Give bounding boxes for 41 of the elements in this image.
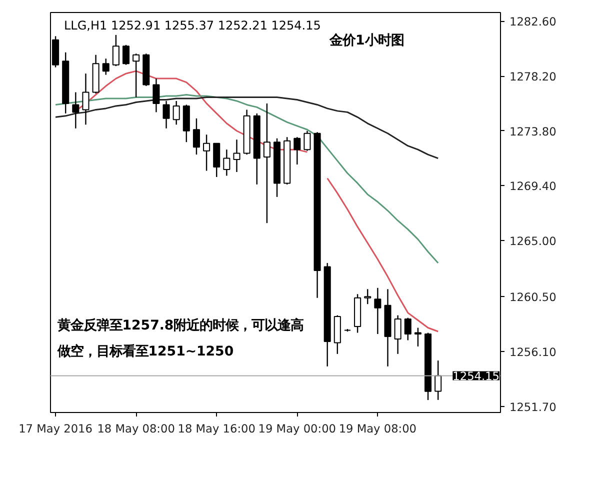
annotation: LLG,H1 1252.91 1255.37 1252.21 1254.15 <box>64 18 321 32</box>
candlestick <box>203 134 210 172</box>
ref-line-label: 1254.15 <box>452 369 500 384</box>
y-tick-label: 1260.50 <box>510 290 556 304</box>
y-tick-label: 1256.10 <box>510 344 556 359</box>
candlestick <box>364 288 372 305</box>
candlestick <box>394 314 402 355</box>
candlestick <box>172 100 180 126</box>
y-tick-label: 1265.00 <box>510 234 556 248</box>
x-tick-label: 18 May 08:00 <box>97 422 175 436</box>
candlestick <box>122 44 130 66</box>
x-tick-label: 19 May 00:00 <box>258 422 336 436</box>
y-tick-label: 1269.40 <box>510 179 556 194</box>
candlestick <box>223 148 230 176</box>
candlestick <box>294 136 301 166</box>
candlestick <box>192 118 200 156</box>
candlestick <box>414 327 422 348</box>
candlestick <box>374 287 382 335</box>
candlestick <box>72 92 80 129</box>
candlestick <box>404 317 412 341</box>
y-tick-label: 1278.20 <box>510 70 556 84</box>
annotation: 做空，目标看至1251~1250 <box>56 344 234 360</box>
candlestick <box>112 34 120 67</box>
annotation: 黄金反弹至1257.8附近的时候，可以逢高 <box>56 318 304 334</box>
candlestick <box>233 139 240 173</box>
candlestick <box>82 72 90 126</box>
y-tick-label: 1251.70 <box>510 400 556 414</box>
text: 金价1小时图 <box>328 34 404 48</box>
x-tick-label: 17 May 2016 <box>18 422 92 436</box>
candlestick <box>434 360 442 401</box>
candlestick <box>132 53 140 98</box>
x-tick-label: 18 May 16:00 <box>178 422 256 436</box>
y-tick-label: 1273.80 <box>510 124 556 138</box>
x-tick-label: 19 May 08:00 <box>338 422 417 436</box>
candlestick <box>162 100 170 129</box>
candlestick <box>152 78 160 113</box>
candlestick <box>213 142 220 178</box>
candlestick <box>304 130 311 152</box>
y-tick-label: 1282.60 <box>510 14 556 29</box>
candlestick <box>263 102 270 224</box>
candlestick <box>102 58 110 76</box>
